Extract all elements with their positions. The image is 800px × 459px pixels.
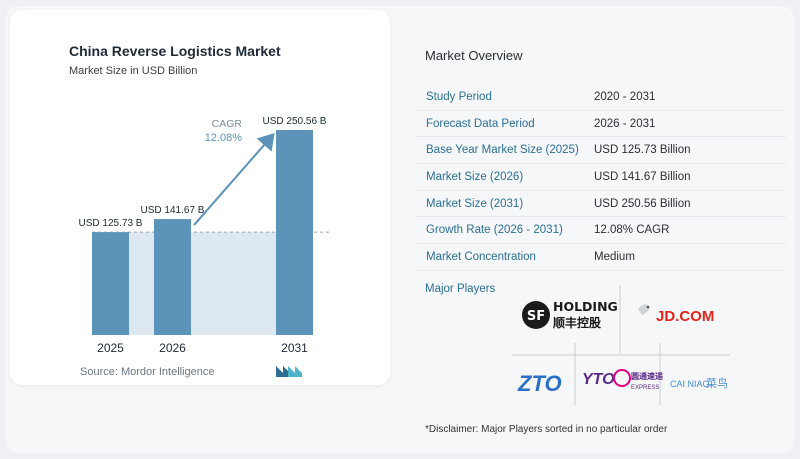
table-row: Market Size (2031) USD 250.56 Billion xyxy=(416,191,786,218)
svg-text:SF: SF xyxy=(527,309,545,324)
svg-text:EXPRESS: EXPRESS xyxy=(631,385,659,391)
row-value: USD 141.67 Billion xyxy=(594,170,691,183)
row-value: 12.08% CAGR xyxy=(594,224,670,237)
table-row: Forecast Data Period 2026 - 2031 xyxy=(416,111,786,138)
bar-2026 xyxy=(154,219,191,335)
overview-table: Study Period 2020 - 2031 Forecast Data P… xyxy=(416,84,786,271)
row-label: Market Size (2031) xyxy=(426,197,524,210)
svg-text:CAI NIAO: CAI NIAO xyxy=(670,379,710,389)
row-label: Market Size (2026) xyxy=(426,170,524,183)
row-label: Base Year Market Size (2025) xyxy=(426,144,579,157)
svg-text:YTO: YTO xyxy=(582,371,615,388)
svg-text:ZTO: ZTO xyxy=(517,371,562,396)
svg-text:菜鸟: 菜鸟 xyxy=(706,376,728,390)
svg-text:圆通速递: 圆通速递 xyxy=(631,371,663,381)
jd-logo: JD.COM xyxy=(638,304,714,325)
x-tick-2031: 2031 xyxy=(281,341,308,355)
data-label-2026: USD 141.67 B xyxy=(141,205,205,216)
cainiao-logo: CAI NIAO 菜鸟 xyxy=(670,376,728,390)
row-value: 2020 - 2031 xyxy=(594,90,656,103)
x-tick-2025: 2025 xyxy=(97,341,124,355)
row-label: Study Period xyxy=(426,90,492,103)
table-row: Growth Rate (2026 - 2031) 12.08% CAGR xyxy=(416,217,786,245)
row-label: Market Concentration xyxy=(426,250,536,263)
bar-2025 xyxy=(92,232,129,335)
table-row: Market Concentration Medium xyxy=(416,244,786,271)
row-label: Growth Rate (2026 - 2031) xyxy=(426,224,563,237)
major-players-logos: SF HOLDING 顺丰控股 JD.COM ZTO YTO 圆通速递 EXPR… xyxy=(512,285,730,405)
table-row: Base Year Market Size (2025) USD 125.73 … xyxy=(416,137,786,165)
disclaimer: *Disclaimer: Major Players sorted in no … xyxy=(425,424,668,435)
mordor-intelligence-logo xyxy=(276,366,302,377)
row-value: Medium xyxy=(594,250,635,263)
svg-text:JD.COM: JD.COM xyxy=(656,308,714,325)
table-row: Market Size (2026) USD 141.67 Billion xyxy=(416,164,786,191)
yto-logo: YTO 圆通速递 EXPRESS xyxy=(582,369,663,391)
row-value: USD 125.73 Billion xyxy=(594,144,691,157)
zto-logo: ZTO xyxy=(517,371,562,396)
cagr-value: 12.08% xyxy=(205,132,243,144)
data-label-2025: USD 125.73 B xyxy=(79,218,143,229)
row-value: USD 250.56 Billion xyxy=(594,197,691,210)
market-overview-title: Market Overview xyxy=(425,48,523,63)
row-value: 2026 - 2031 xyxy=(594,117,656,130)
row-label: Forecast Data Period xyxy=(426,117,535,130)
chart-title: China Reverse Logistics Market xyxy=(69,43,281,59)
svg-text:顺丰控股: 顺丰控股 xyxy=(553,315,602,330)
bar-chart: USD 125.73 B 2025 USD 141.67 B 2026 USD 250.… xyxy=(79,116,330,355)
major-players-title: Major Players xyxy=(425,283,496,295)
table-row: Study Period 2020 - 2031 xyxy=(416,84,786,111)
chart-subtitle: Market Size in USD Billion xyxy=(69,65,198,77)
cagr-arrow xyxy=(193,132,275,226)
sf-holding-logo: SF HOLDING 顺丰控股 xyxy=(522,299,618,330)
source-note: Source: Mordor Intelligence xyxy=(80,366,215,378)
bar-2031 xyxy=(276,130,313,335)
cagr-label: CAGR xyxy=(212,118,243,130)
x-tick-2026: 2026 xyxy=(159,341,186,355)
svg-text:HOLDING: HOLDING xyxy=(553,299,618,314)
data-label-2031: USD 250.56 B xyxy=(263,116,327,127)
